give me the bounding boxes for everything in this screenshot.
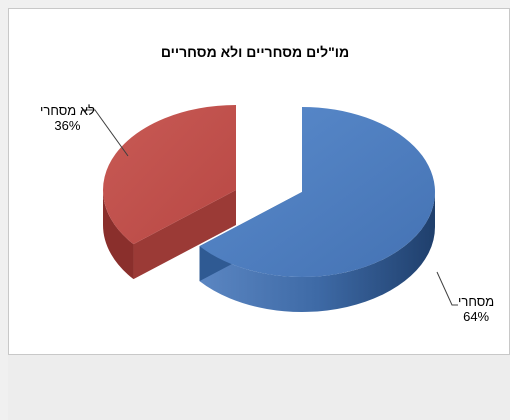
slice-non-commercial-cut-0 — [133, 190, 236, 280]
data-label-non-commercial: לא מסחרי 36% — [40, 103, 95, 133]
slice-non-commercial — [102, 105, 237, 245]
slice-commercial — [199, 107, 435, 277]
slice-commercial-side — [199, 192, 435, 313]
leader-line-non-commercial — [82, 109, 129, 157]
data-label-commercial: מסחרי 64% — [458, 294, 495, 324]
chart-title: מו"לים מסחריים ולא מסחריים — [160, 44, 350, 60]
bottom-strip — [8, 355, 510, 420]
slice-non-commercial-side — [102, 190, 134, 280]
leader-line-commercial — [436, 271, 458, 306]
